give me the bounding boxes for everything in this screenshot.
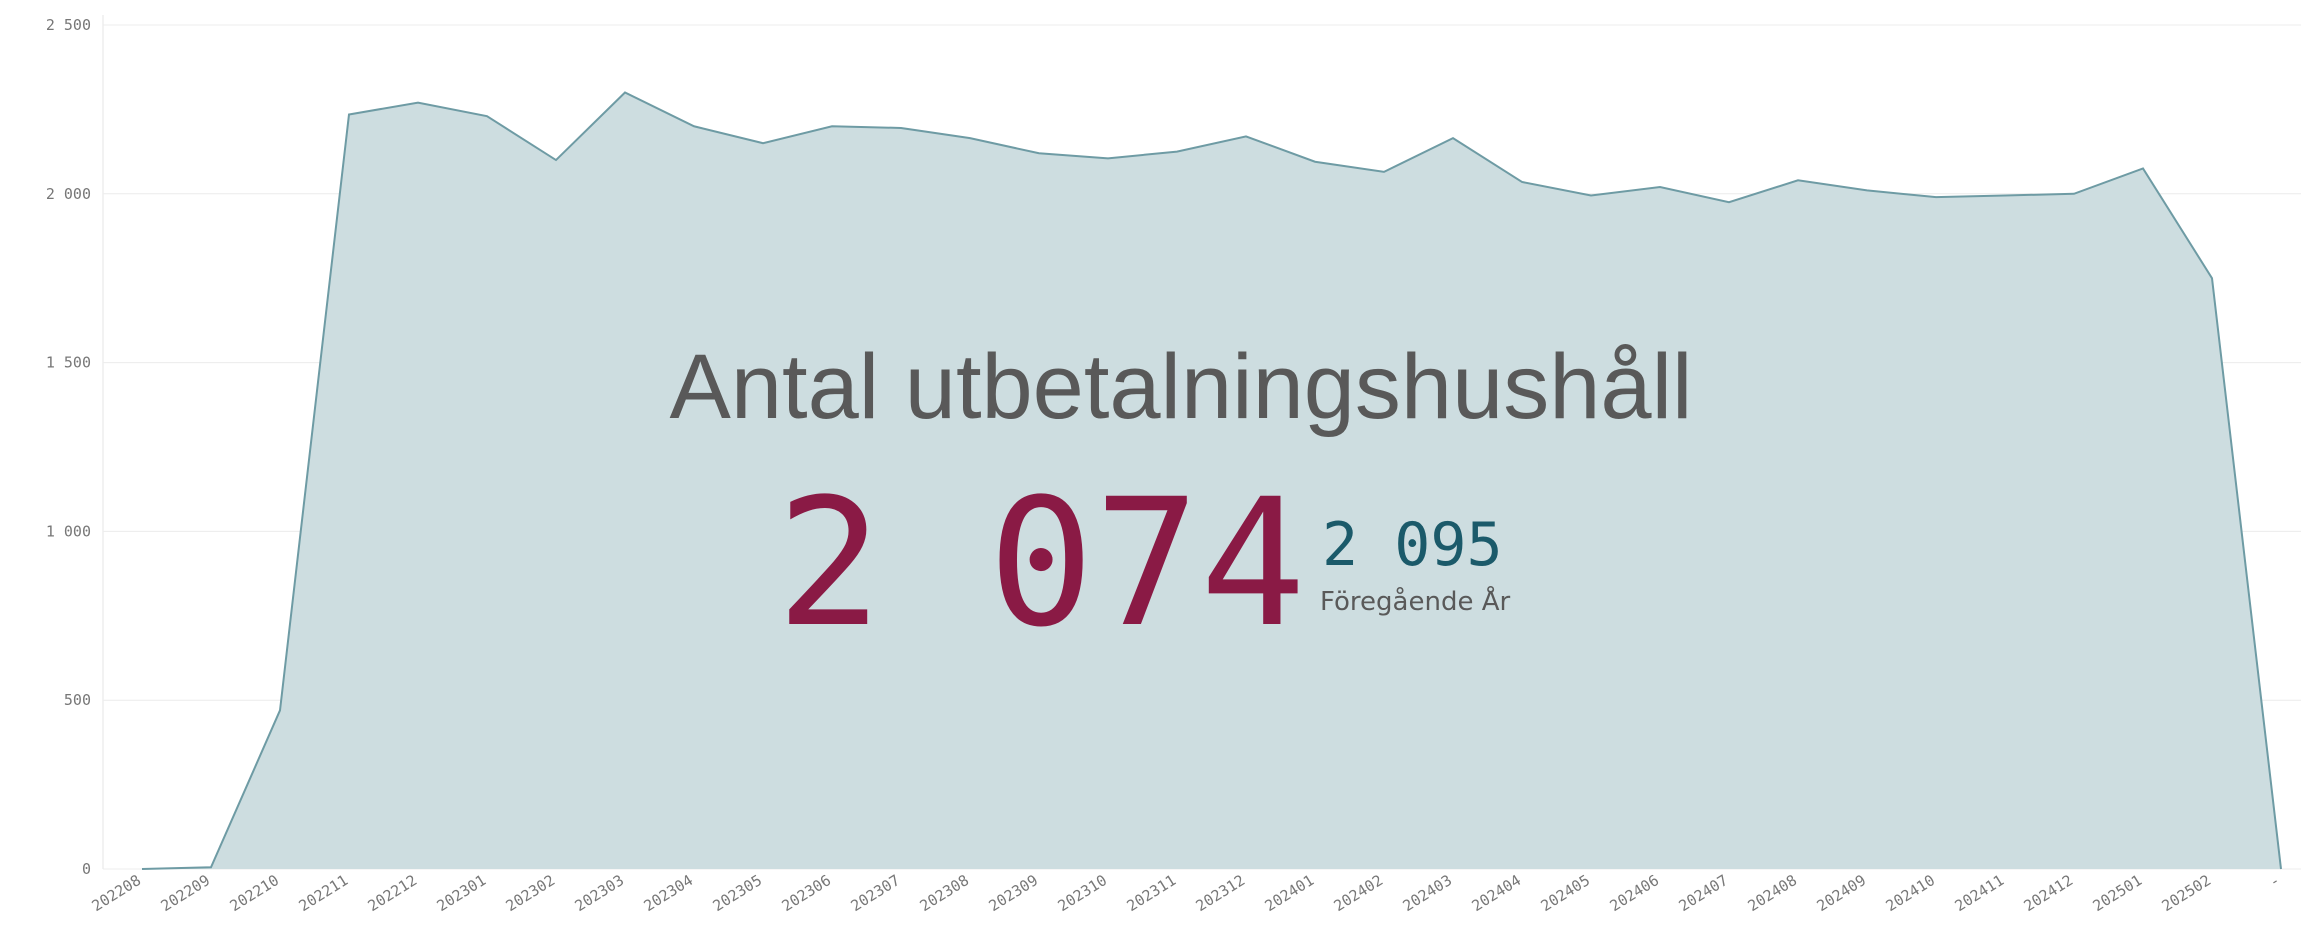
x-tick-label: 202303 xyxy=(572,871,627,915)
x-tick-label: 202305 xyxy=(710,871,765,915)
x-tick-label: 202309 xyxy=(986,871,1041,915)
kpi-comparison-label: Föregående År xyxy=(1320,585,1511,617)
x-tick-label: 202402 xyxy=(1331,871,1386,915)
y-tick-label: 500 xyxy=(64,691,91,709)
x-tick-label: 202407 xyxy=(1676,871,1731,915)
kpi-comparison: 2 095 xyxy=(1322,510,1503,580)
y-tick-label: 0 xyxy=(82,860,91,878)
y-tick-label: 2 000 xyxy=(46,185,91,203)
x-tick-label: 202212 xyxy=(365,871,420,915)
x-tick-label: 202401 xyxy=(1262,871,1317,915)
line xyxy=(141,91,2282,870)
x-tick-label: 202306 xyxy=(779,871,834,915)
x-tick-label: 202408 xyxy=(1745,871,1800,915)
x-tick-label: 202302 xyxy=(503,871,558,915)
x-tick-label: 202501 xyxy=(2090,871,2145,915)
y-tick-label: 1 000 xyxy=(46,522,91,540)
x-tick-label: 202301 xyxy=(434,871,489,915)
x-tick-label: - xyxy=(2266,871,2283,891)
x-tick-label: 202404 xyxy=(1469,871,1524,915)
x-tick-label: 202208 xyxy=(89,871,144,915)
x-tick-label: 202311 xyxy=(1124,871,1179,915)
y-tick-label: 1 500 xyxy=(46,354,91,372)
x-tick-label: 202308 xyxy=(917,871,972,915)
x-tick-label: 202406 xyxy=(1607,871,1662,915)
x-tick-label: 202411 xyxy=(1952,871,2007,915)
kpi-value: 2 074 xyxy=(776,461,1306,666)
x-tick-label: 202310 xyxy=(1055,871,1110,915)
x-tick-label: 202409 xyxy=(1814,871,1869,915)
y-tick-label: 2 500 xyxy=(46,16,91,34)
x-tick-label: 202211 xyxy=(296,871,351,915)
marks xyxy=(141,91,2282,870)
x-tick-label: 202209 xyxy=(158,871,213,915)
x-tick-label: 202412 xyxy=(2021,871,2076,915)
x-tick-label: 202312 xyxy=(1193,871,1248,915)
area xyxy=(142,92,2281,869)
x-tick-label: 202405 xyxy=(1538,871,1593,915)
kpi-title: Antal utbetalningshushåll xyxy=(670,336,1693,438)
x-tick-label: 202403 xyxy=(1400,871,1455,915)
x-tick-label: 202307 xyxy=(848,871,903,915)
x-tick-label: 202304 xyxy=(641,871,696,915)
x-tick-label: 202502 xyxy=(2159,871,2214,915)
x-tick-label: 202410 xyxy=(1883,871,1938,915)
x-tick-label: 202210 xyxy=(227,871,282,915)
